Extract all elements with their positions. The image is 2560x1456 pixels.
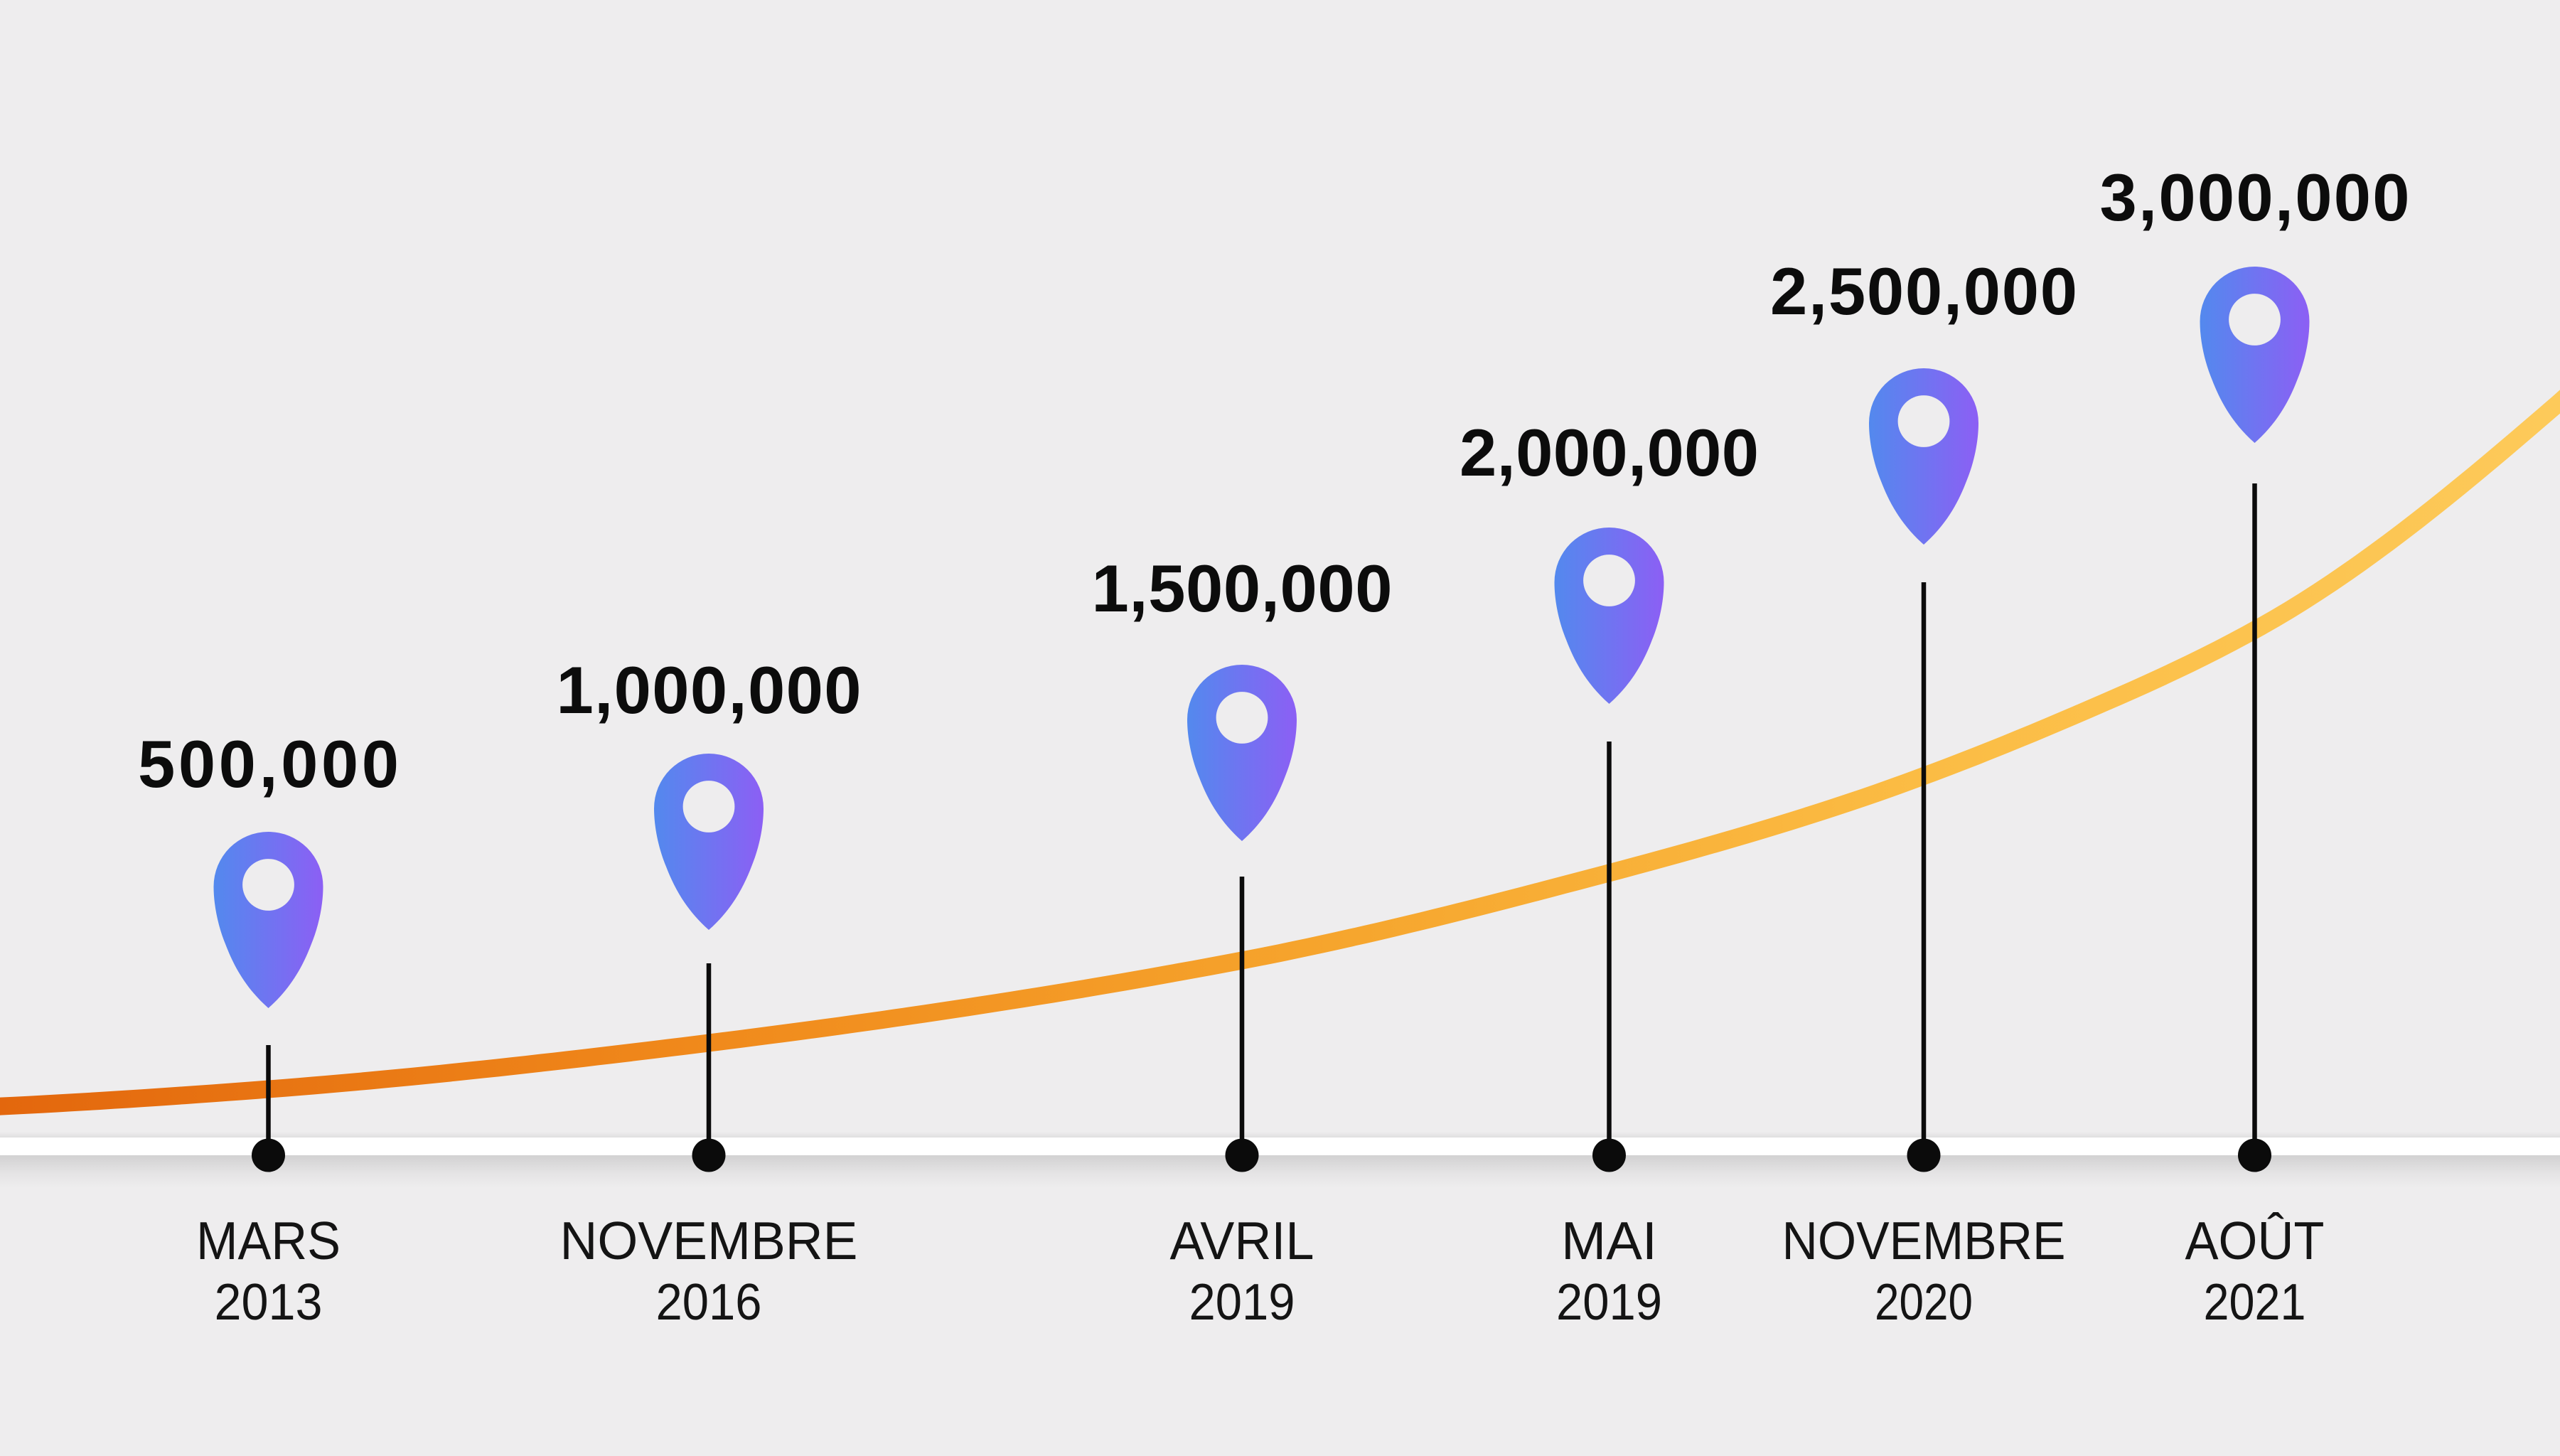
svg-text:2020: 2020 — [1875, 1274, 1973, 1331]
svg-text:2,000,000: 2,000,000 — [1460, 415, 1759, 490]
svg-text:1,000,000: 1,000,000 — [557, 653, 862, 727]
svg-text:2021: 2021 — [2204, 1274, 2306, 1331]
svg-text:2019: 2019 — [1189, 1274, 1295, 1331]
svg-text:MARS: MARS — [196, 1211, 341, 1270]
svg-text:2016: 2016 — [656, 1274, 762, 1331]
svg-text:MAI: MAI — [1561, 1211, 1657, 1270]
svg-text:AOÛT: AOÛT — [2185, 1211, 2325, 1270]
svg-text:2013: 2013 — [215, 1274, 323, 1331]
svg-text:NOVEMBRE: NOVEMBRE — [560, 1211, 858, 1270]
svg-text:2,500,000: 2,500,000 — [1770, 254, 2077, 328]
svg-text:NOVEMBRE: NOVEMBRE — [1782, 1211, 2066, 1270]
svg-text:AVRIL: AVRIL — [1170, 1211, 1314, 1270]
svg-text:500,000: 500,000 — [138, 727, 399, 801]
svg-text:2019: 2019 — [1556, 1274, 1662, 1331]
svg-text:3,000,000: 3,000,000 — [2100, 160, 2410, 235]
svg-text:1,500,000: 1,500,000 — [1092, 551, 1393, 626]
